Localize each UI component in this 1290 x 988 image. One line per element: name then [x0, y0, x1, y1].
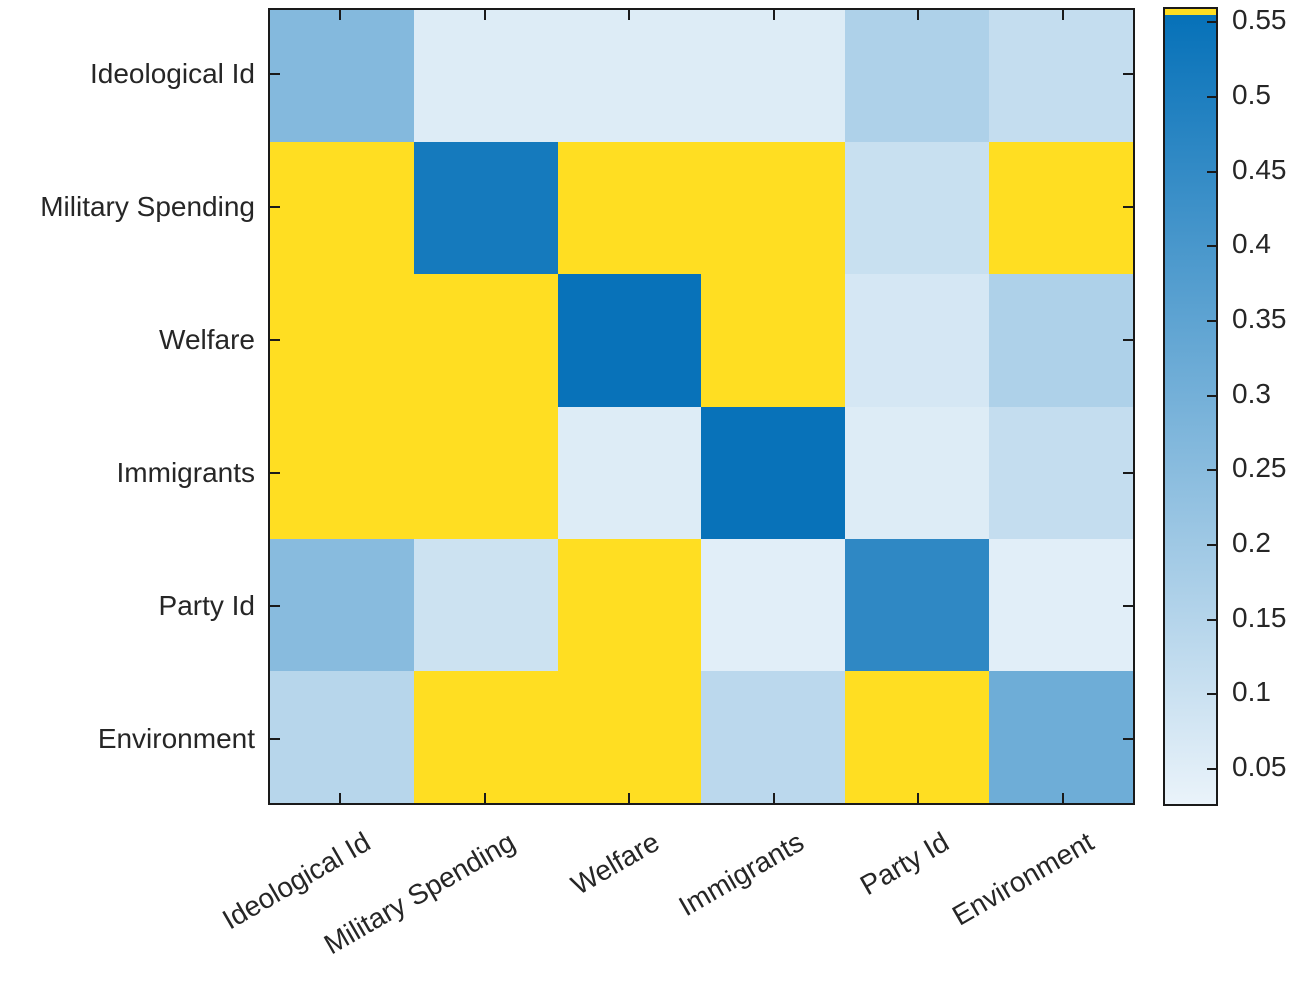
heatmap-cell — [270, 10, 414, 143]
colorbar-tick — [1207, 618, 1216, 621]
heatmap-cell — [270, 274, 414, 407]
axis-tick — [917, 10, 920, 20]
axis-tick — [1123, 73, 1133, 76]
heatmap-cell — [845, 538, 990, 671]
heatmap-cell — [701, 274, 846, 407]
colorbar-tick-label: 0.4 — [1232, 228, 1271, 260]
axis-tick — [270, 471, 280, 474]
axis-tick — [1123, 737, 1133, 740]
heatmap-cell — [557, 10, 702, 143]
axis-tick — [1123, 604, 1133, 607]
y-axis-label-military-spending: Military Spending — [40, 191, 255, 223]
heatmap-cell — [701, 406, 846, 539]
axis-tick — [1123, 471, 1133, 474]
heatmap-cell — [845, 670, 990, 803]
colorbar-tick — [1207, 170, 1216, 173]
x-axis-label-welfare: Welfare — [566, 826, 665, 901]
heatmap-cell — [270, 538, 414, 671]
axis-tick — [917, 793, 920, 803]
heatmap-cell — [989, 406, 1133, 539]
axis-tick — [483, 793, 486, 803]
heatmap-cell — [701, 670, 846, 803]
heatmap-cell — [413, 10, 558, 143]
axis-tick — [270, 206, 280, 209]
y-axis-label-immigrants: Immigrants — [116, 456, 255, 488]
axis-tick — [270, 737, 280, 740]
x-axis-label-immigrants: Immigrants — [673, 826, 810, 923]
axis-tick — [1123, 339, 1133, 342]
colorbar-tick — [1207, 544, 1216, 547]
axis-tick — [772, 10, 775, 20]
colorbar-tick-label: 0.45 — [1232, 153, 1287, 185]
colorbar-tick — [1207, 768, 1216, 771]
axis-tick — [628, 10, 631, 20]
heatmap-cell — [557, 274, 702, 407]
axis-tick — [270, 339, 280, 342]
axis-tick — [628, 793, 631, 803]
colorbar-tick — [1207, 469, 1216, 472]
colorbar-tick — [1207, 245, 1216, 248]
heatmap-cell — [557, 670, 702, 803]
heatmap-cell — [557, 538, 702, 671]
y-axis-label-environment: Environment — [97, 722, 255, 754]
plot-area — [268, 8, 1135, 805]
heatmap-cell — [701, 10, 846, 143]
axis-tick — [772, 793, 775, 803]
axis-tick — [339, 10, 342, 20]
axis-tick — [1123, 206, 1133, 209]
colorbar-tick — [1207, 394, 1216, 397]
colorbar-tick-label: 0.05 — [1232, 751, 1287, 783]
colorbar-tick — [1207, 96, 1216, 99]
colorbar-tick — [1207, 21, 1216, 24]
axis-tick — [339, 793, 342, 803]
axis-tick — [483, 10, 486, 20]
heatmap-cell — [413, 274, 558, 407]
colorbar-tick — [1207, 320, 1216, 323]
heatmap-cell — [989, 274, 1133, 407]
colorbar-tick-label: 0.1 — [1232, 676, 1271, 708]
colorbar-tick-label: 0.35 — [1232, 303, 1287, 335]
colorbar-tick-label: 0.3 — [1232, 377, 1271, 409]
heatmap-cell — [413, 670, 558, 803]
axis-tick — [1061, 793, 1064, 803]
x-axis-label-party-id: Party Id — [854, 826, 954, 902]
heatmap-cell — [270, 406, 414, 539]
heatmap-cell — [270, 142, 414, 275]
x-axis-label-environment: Environment — [946, 826, 1099, 932]
heatmap-cell — [413, 538, 558, 671]
colorbar-tick-label: 0.2 — [1232, 527, 1271, 559]
heatmap-cell — [989, 142, 1133, 275]
heatmap-cell — [845, 406, 990, 539]
colorbar-tick-label: 0.5 — [1232, 79, 1271, 111]
colorbar-tick-label: 0.25 — [1232, 452, 1287, 484]
axis-tick — [1061, 10, 1064, 20]
colorbar-tick-label: 0.15 — [1232, 601, 1287, 633]
heatmap-cell — [989, 10, 1133, 143]
heatmap-cell — [989, 538, 1133, 671]
axis-tick — [270, 604, 280, 607]
heatmap-cell — [557, 142, 702, 275]
colorbar-tick-label: 0.55 — [1232, 4, 1287, 36]
colorbar-gradient — [1165, 9, 1216, 804]
heatmap-cell — [413, 142, 558, 275]
y-axis-label-party-id: Party Id — [158, 589, 255, 621]
heatmap-cell — [845, 142, 990, 275]
heatmap-cell — [845, 274, 990, 407]
heatmap-cell — [413, 406, 558, 539]
axis-tick — [270, 73, 280, 76]
y-axis-label-ideological-id: Ideological Id — [89, 58, 255, 90]
heatmap-cell — [557, 406, 702, 539]
heatmap-cell — [989, 670, 1133, 803]
heatmap-cell — [845, 10, 990, 143]
colorbar-clip-cap — [1165, 9, 1216, 15]
heatmap-cell — [270, 670, 414, 803]
heatmap-cell — [701, 538, 846, 671]
y-axis-label-welfare: Welfare — [159, 324, 255, 356]
heatmap-cell — [701, 142, 846, 275]
colorbar — [1163, 7, 1218, 806]
colorbar-tick — [1207, 693, 1216, 696]
heatmap-grid — [270, 10, 1133, 803]
